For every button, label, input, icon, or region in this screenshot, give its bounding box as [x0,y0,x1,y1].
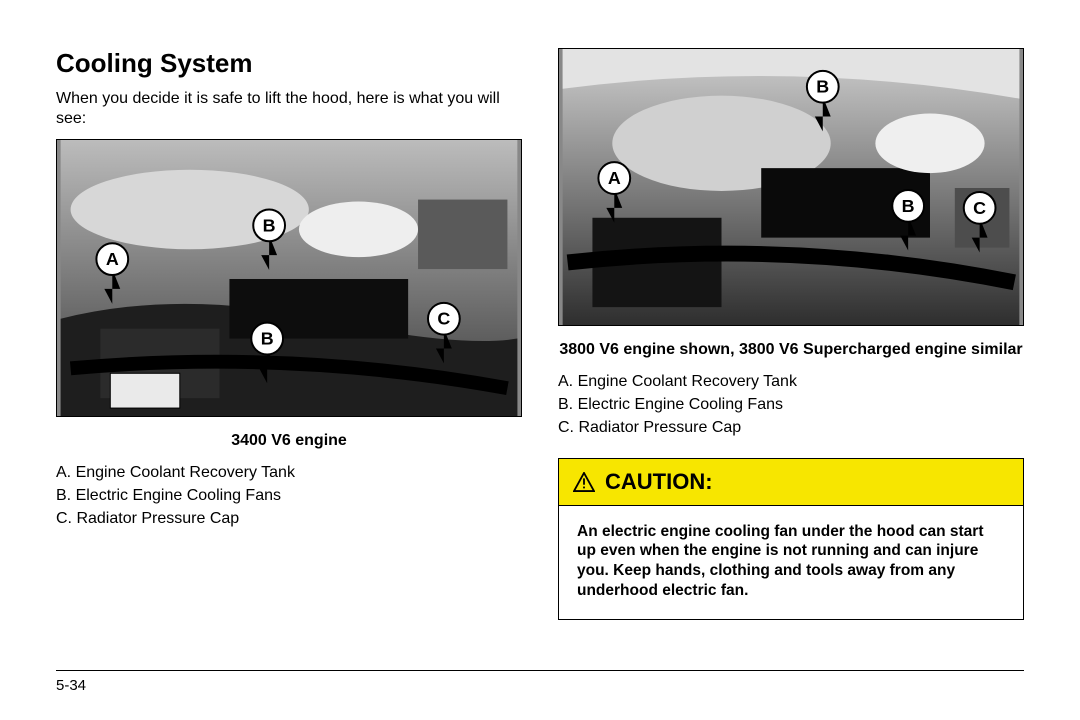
caution-heading-text: CAUTION: [605,469,713,495]
svg-text:C: C [437,309,450,329]
warning-icon [573,472,595,492]
page-title: Cooling System [56,48,522,79]
engine-illustration-right: A B B C [559,49,1023,325]
figure-3400-engine: A B B C [56,139,522,417]
caution-box: CAUTION: An electric engine cooling fan … [558,458,1024,620]
svg-text:B: B [263,215,276,235]
legend-item-b: B. Electric Engine Cooling Fans [56,484,522,507]
svg-text:A: A [608,168,621,188]
intro-text: When you decide it is safe to lift the h… [56,89,522,129]
page-number: 5-34 [56,677,86,694]
left-column: Cooling System When you decide it is saf… [56,48,522,620]
svg-text:B: B [902,196,915,216]
figure-caption-left: 3400 V6 engine [56,431,522,451]
legend-right: A. Engine Coolant Recovery Tank B. Elect… [558,370,1024,440]
figure-3800-engine: A B B C [558,48,1024,326]
legend-item-a: A. Engine Coolant Recovery Tank [56,461,522,484]
right-column: A B B C 3800 V6 engine s [558,48,1024,620]
legend-left: A. Engine Coolant Recovery Tank B. Elect… [56,461,522,531]
svg-text:C: C [973,198,986,218]
engine-illustration-left: A B B C [57,140,521,416]
legend-item-b: B. Electric Engine Cooling Fans [558,393,1024,416]
caution-body: An electric engine cooling fan under the… [559,506,1023,619]
svg-text:B: B [261,329,274,349]
legend-item-c: C. Radiator Pressure Cap [56,507,522,530]
legend-item-c: C. Radiator Pressure Cap [558,416,1024,439]
svg-text:A: A [106,249,119,269]
caution-header: CAUTION: [559,459,1023,506]
legend-item-a: A. Engine Coolant Recovery Tank [558,370,1024,393]
page-footer: 5-34 [56,670,1024,694]
svg-text:B: B [816,77,829,97]
figure-caption-right: 3800 V6 engine shown, 3800 V6 Supercharg… [558,340,1024,360]
